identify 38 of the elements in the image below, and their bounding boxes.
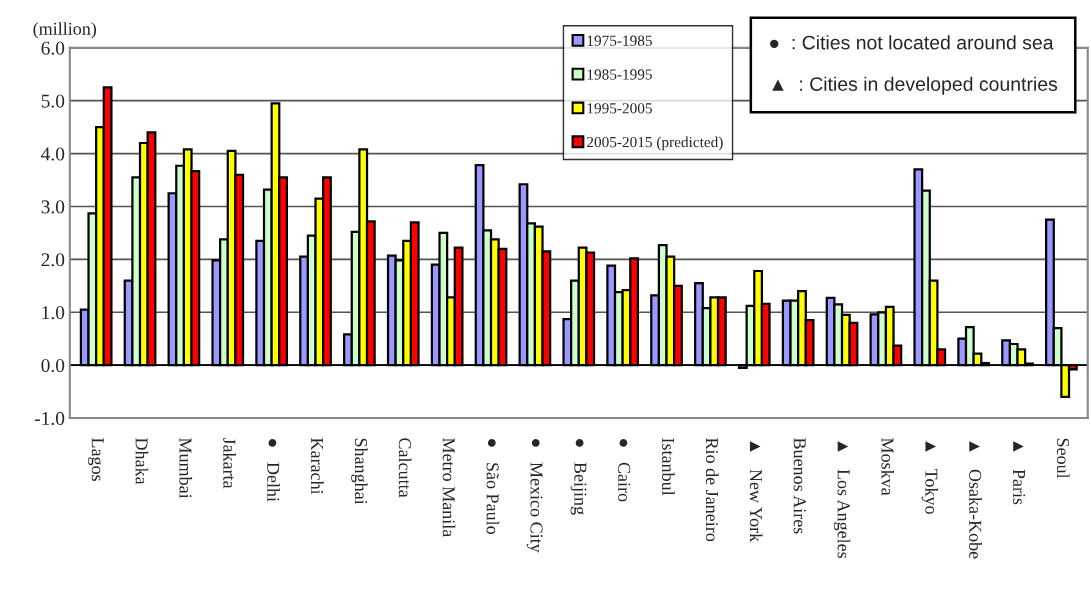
x-tick-label: Rio de Janeiro bbox=[705, 438, 719, 542]
x-tick-label: ● Beijing bbox=[570, 439, 587, 515]
x-tick-label: ▲ Osaka-Kobe bbox=[969, 441, 982, 559]
y-tick-label: 0.0 bbox=[41, 358, 65, 373]
legend-label: 1995-2005 bbox=[587, 103, 652, 114]
x-tick-label: ▲ Los Angeles bbox=[833, 441, 851, 559]
x-tick-label: ● Cairo bbox=[618, 439, 631, 502]
x-tick-label: ▲ New York bbox=[749, 441, 763, 543]
x-tick-label: Mumbai bbox=[179, 438, 193, 499]
annotation: ▲ : Cities in developed countries bbox=[772, 76, 1058, 95]
x-tick-label: Calcutta bbox=[398, 438, 412, 498]
y-tick-label: -1.0 bbox=[34, 411, 65, 426]
x-tick-label: ● São Paulo bbox=[486, 439, 500, 534]
legend-label: 1985-1995 bbox=[587, 69, 652, 80]
x-tick-label: Moskva bbox=[881, 438, 895, 496]
y-tick-label: 4.0 bbox=[41, 147, 65, 161]
legend-label: 2005-2015 (predicted) bbox=[587, 136, 723, 151]
x-tick-label: Shanghai bbox=[351, 438, 368, 505]
x-tick-label: Lagos bbox=[87, 438, 104, 481]
y-tick-label: 2.0 bbox=[41, 253, 65, 267]
x-tick-label: Dhaka bbox=[135, 438, 149, 485]
x-tick-label: ▲ Paris bbox=[1013, 441, 1026, 505]
y-axis-title: (million) bbox=[33, 22, 97, 39]
x-tick-label: Buenos Aires bbox=[793, 438, 806, 534]
x-tick-label: Karachi bbox=[311, 438, 324, 495]
y-tick-label: 6.0 bbox=[41, 41, 65, 55]
x-tick-label: Seoul bbox=[1056, 438, 1070, 479]
y-tick-label: 5.0 bbox=[41, 94, 65, 108]
x-tick-label: ● Mexico City bbox=[526, 439, 543, 553]
annotation: ● : Cities not located around sea bbox=[770, 35, 1054, 50]
x-tick-label: Jakarta bbox=[223, 437, 236, 489]
y-tick-label: 3.0 bbox=[41, 200, 65, 214]
x-tick-label: ▲ Tokyo bbox=[921, 441, 938, 514]
x-tick-label: Istanbul bbox=[662, 438, 675, 496]
y-tick-label: 1.0 bbox=[42, 306, 65, 320]
x-tick-label: ● Delhi bbox=[267, 439, 280, 502]
x-tick-label: Metro Manila bbox=[442, 438, 456, 538]
legend-label: 1975-1985 bbox=[587, 35, 652, 46]
